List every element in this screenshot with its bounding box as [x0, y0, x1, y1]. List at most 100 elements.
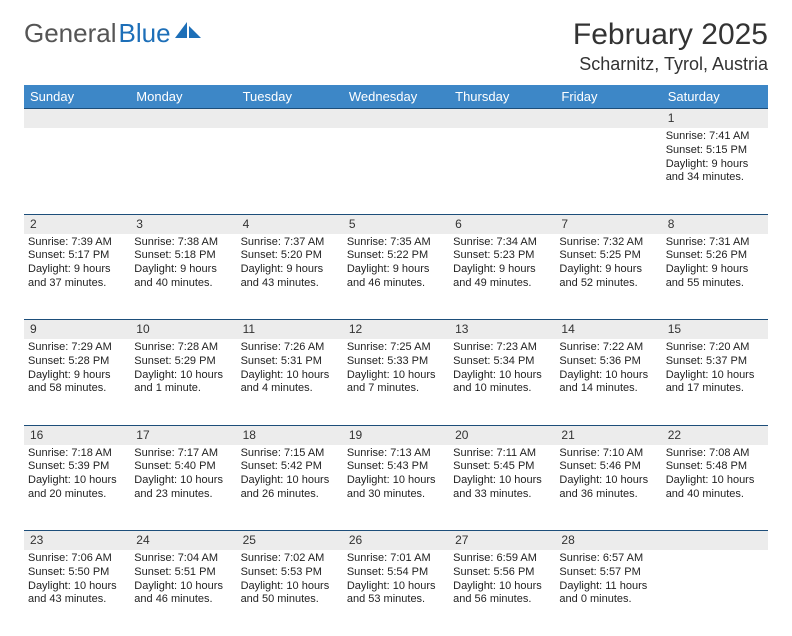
- day-info-line: Sunset: 5:56 PM: [453, 566, 551, 580]
- day-number: 26: [343, 531, 449, 550]
- week-numbers-row: 2345678: [24, 214, 768, 234]
- day-cell: Sunrise: 7:02 AMSunset: 5:53 PMDaylight:…: [237, 550, 343, 636]
- day-number: 22: [662, 426, 768, 445]
- day-info-line: Daylight: 10 hours and 10 minutes.: [453, 369, 551, 397]
- day-info-line: Sunrise: 7:01 AM: [347, 552, 445, 566]
- day-cell: Sunrise: 7:06 AMSunset: 5:50 PMDaylight:…: [24, 550, 130, 636]
- day-info-line: Sunset: 5:26 PM: [666, 249, 764, 263]
- day-number-cell: [555, 109, 661, 129]
- day-info-line: Sunset: 5:23 PM: [453, 249, 551, 263]
- day-cell: Sunrise: 7:41 AMSunset: 5:15 PMDaylight:…: [662, 128, 768, 214]
- day-info-line: Sunset: 5:50 PM: [28, 566, 126, 580]
- day-info-line: Sunset: 5:39 PM: [28, 460, 126, 474]
- weekday-header: Saturday: [662, 85, 768, 109]
- day-number: 16: [24, 426, 130, 445]
- brand-part2: Blue: [119, 18, 171, 49]
- day-info-line: Daylight: 10 hours and 23 minutes.: [134, 474, 232, 502]
- day-number: 4: [237, 215, 343, 234]
- day-number: 18: [237, 426, 343, 445]
- day-info-line: Sunrise: 7:06 AM: [28, 552, 126, 566]
- day-info-line: Sunrise: 7:18 AM: [28, 447, 126, 461]
- day-number: [237, 109, 343, 128]
- day-info-line: Daylight: 9 hours and 58 minutes.: [28, 369, 126, 397]
- day-info-line: Daylight: 10 hours and 46 minutes.: [134, 580, 232, 608]
- day-number-cell: [449, 109, 555, 129]
- day-number: 17: [130, 426, 236, 445]
- day-info-line: Sunrise: 7:02 AM: [241, 552, 339, 566]
- day-info-line: Sunset: 5:46 PM: [559, 460, 657, 474]
- day-info-line: Daylight: 10 hours and 7 minutes.: [347, 369, 445, 397]
- day-info-line: Sunset: 5:29 PM: [134, 355, 232, 369]
- day-cell: Sunrise: 7:01 AMSunset: 5:54 PMDaylight:…: [343, 550, 449, 636]
- week-numbers-row: 16171819202122: [24, 425, 768, 445]
- day-cell: Sunrise: 6:59 AMSunset: 5:56 PMDaylight:…: [449, 550, 555, 636]
- day-cell: Sunrise: 7:29 AMSunset: 5:28 PMDaylight:…: [24, 339, 130, 425]
- day-number-cell: 17: [130, 425, 236, 445]
- location-text: Scharnitz, Tyrol, Austria: [573, 54, 768, 75]
- day-number-cell: 24: [130, 531, 236, 551]
- day-info-line: Sunset: 5:22 PM: [347, 249, 445, 263]
- day-info-line: Sunrise: 7:31 AM: [666, 236, 764, 250]
- day-number-cell: 8: [662, 214, 768, 234]
- day-info-line: Sunrise: 7:23 AM: [453, 341, 551, 355]
- day-info-line: Sunrise: 7:34 AM: [453, 236, 551, 250]
- day-info-line: Daylight: 11 hours and 0 minutes.: [559, 580, 657, 608]
- day-info-line: Daylight: 10 hours and 14 minutes.: [559, 369, 657, 397]
- day-number: 5: [343, 215, 449, 234]
- day-info-line: Sunset: 5:57 PM: [559, 566, 657, 580]
- day-number: 20: [449, 426, 555, 445]
- day-number: 6: [449, 215, 555, 234]
- day-info-line: Sunrise: 7:38 AM: [134, 236, 232, 250]
- day-info-line: Sunrise: 7:37 AM: [241, 236, 339, 250]
- day-cell: Sunrise: 7:13 AMSunset: 5:43 PMDaylight:…: [343, 445, 449, 531]
- weekday-header-row: SundayMondayTuesdayWednesdayThursdayFrid…: [24, 85, 768, 109]
- day-info-line: Sunrise: 6:57 AM: [559, 552, 657, 566]
- day-info-line: Sunrise: 7:32 AM: [559, 236, 657, 250]
- day-number: 25: [237, 531, 343, 550]
- day-info-line: Sunrise: 7:13 AM: [347, 447, 445, 461]
- day-info-line: Daylight: 10 hours and 30 minutes.: [347, 474, 445, 502]
- day-number-cell: 4: [237, 214, 343, 234]
- day-number-cell: [343, 109, 449, 129]
- day-info-line: Sunset: 5:28 PM: [28, 355, 126, 369]
- day-info-line: Sunrise: 7:25 AM: [347, 341, 445, 355]
- day-number: 2: [24, 215, 130, 234]
- week-content-row: Sunrise: 7:41 AMSunset: 5:15 PMDaylight:…: [24, 128, 768, 214]
- day-cell: Sunrise: 7:35 AMSunset: 5:22 PMDaylight:…: [343, 234, 449, 320]
- day-number: 8: [662, 215, 768, 234]
- day-number: [662, 531, 768, 550]
- day-number: [130, 109, 236, 128]
- day-number-cell: [130, 109, 236, 129]
- day-info-line: Sunset: 5:40 PM: [134, 460, 232, 474]
- day-cell: [237, 128, 343, 214]
- day-info-line: Daylight: 9 hours and 52 minutes.: [559, 263, 657, 291]
- day-cell: Sunrise: 7:04 AMSunset: 5:51 PMDaylight:…: [130, 550, 236, 636]
- day-cell: Sunrise: 7:37 AMSunset: 5:20 PMDaylight:…: [237, 234, 343, 320]
- day-number: 14: [555, 320, 661, 339]
- day-number-cell: 19: [343, 425, 449, 445]
- day-cell: Sunrise: 7:23 AMSunset: 5:34 PMDaylight:…: [449, 339, 555, 425]
- day-cell: [24, 128, 130, 214]
- weekday-header: Sunday: [24, 85, 130, 109]
- day-info-line: Sunrise: 7:39 AM: [28, 236, 126, 250]
- day-cell: Sunrise: 7:15 AMSunset: 5:42 PMDaylight:…: [237, 445, 343, 531]
- day-info-line: Sunset: 5:51 PM: [134, 566, 232, 580]
- day-number-cell: 18: [237, 425, 343, 445]
- day-info-line: Sunset: 5:31 PM: [241, 355, 339, 369]
- day-info-line: Daylight: 9 hours and 34 minutes.: [666, 158, 764, 186]
- day-cell: Sunrise: 7:28 AMSunset: 5:29 PMDaylight:…: [130, 339, 236, 425]
- day-cell: Sunrise: 7:20 AMSunset: 5:37 PMDaylight:…: [662, 339, 768, 425]
- day-info-line: Sunset: 5:20 PM: [241, 249, 339, 263]
- day-number-cell: 9: [24, 320, 130, 340]
- day-number-cell: [24, 109, 130, 129]
- day-number: 13: [449, 320, 555, 339]
- weekday-header: Thursday: [449, 85, 555, 109]
- day-number: [24, 109, 130, 128]
- day-info-line: Daylight: 10 hours and 53 minutes.: [347, 580, 445, 608]
- day-cell: Sunrise: 7:10 AMSunset: 5:46 PMDaylight:…: [555, 445, 661, 531]
- day-number-cell: [237, 109, 343, 129]
- day-info-line: Daylight: 9 hours and 46 minutes.: [347, 263, 445, 291]
- day-number-cell: 11: [237, 320, 343, 340]
- weekday-header: Wednesday: [343, 85, 449, 109]
- day-number-cell: 14: [555, 320, 661, 340]
